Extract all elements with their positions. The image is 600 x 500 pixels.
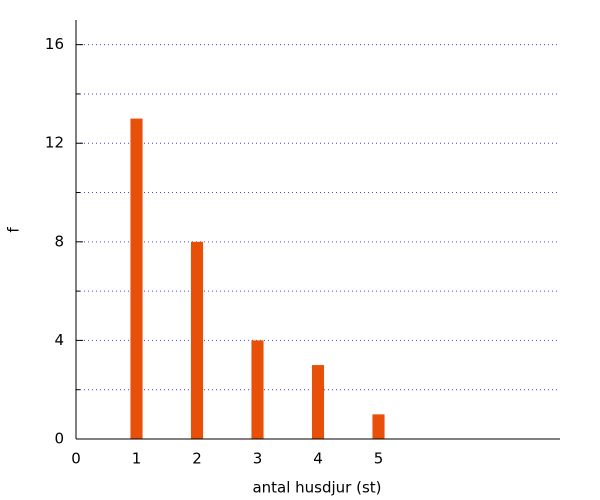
x-tick-label: 5: [374, 450, 384, 468]
y-tick-label: 0: [54, 430, 64, 448]
bar: [251, 340, 264, 439]
bar: [311, 365, 325, 439]
x-tick-label: 2: [192, 450, 202, 468]
x-tick-label: 1: [132, 450, 142, 468]
x-axis-label: antal husdjur (st): [252, 479, 381, 497]
y-tick-label: 16: [45, 35, 64, 53]
x-tick-label: 0: [71, 450, 81, 468]
y-tick-label: 12: [45, 134, 64, 152]
bar: [130, 118, 143, 440]
x-tick-label: 4: [313, 450, 323, 468]
bar: [190, 241, 204, 439]
y-tick-label: 8: [54, 232, 64, 250]
bar: [372, 414, 385, 439]
x-tick-label: 3: [253, 450, 263, 468]
y-tick-label: 4: [54, 331, 64, 349]
y-axis-label: f: [5, 227, 23, 233]
